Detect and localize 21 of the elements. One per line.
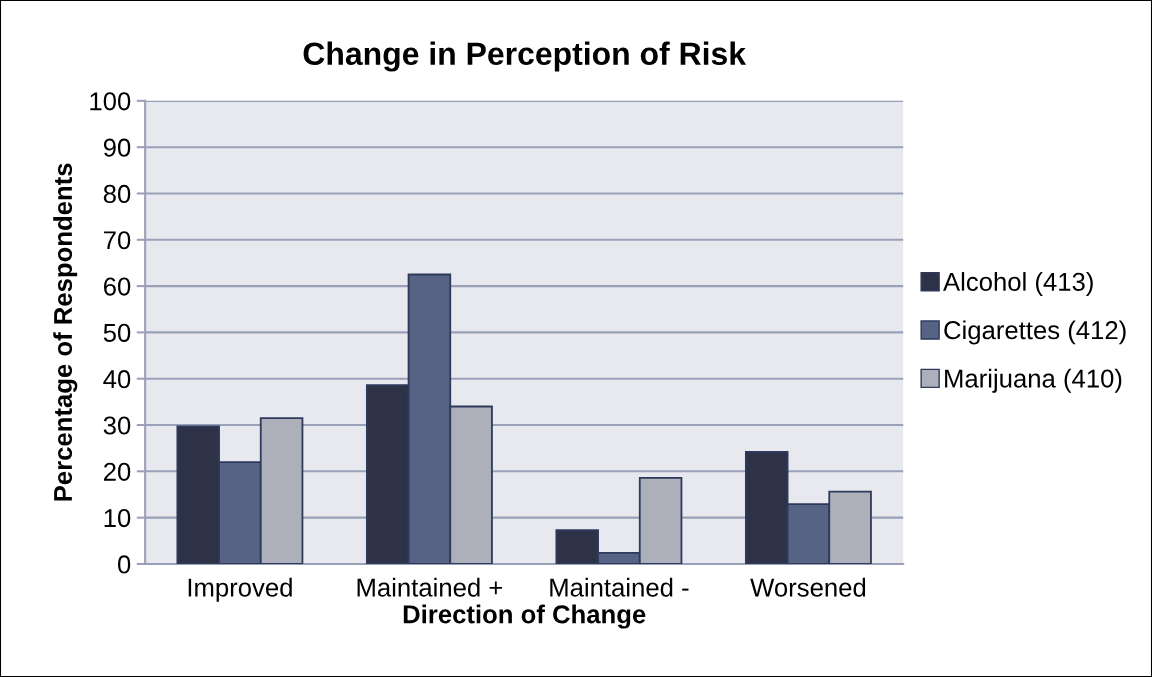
y-tick-label: 80 <box>103 184 131 204</box>
chart-title: Change in Perception of Risk <box>303 41 747 72</box>
y-tick-label: 20 <box>103 462 131 481</box>
x-axis-title: Direction of Change <box>403 604 646 629</box>
y-tick-label: 30 <box>103 416 131 435</box>
x-tick-label: Improved <box>188 577 292 602</box>
x-tick-label: Worsened <box>750 577 866 597</box>
x-tick-label: Maintained + <box>357 577 503 597</box>
y-tick-label: 90 <box>103 138 131 157</box>
legend-label: Marijuana (410) <box>945 368 1122 393</box>
legend-label: Alcohol (413) <box>943 272 1093 297</box>
y-tick-label: 10 <box>104 509 131 528</box>
y-tick-label: 100 <box>90 92 131 111</box>
y-tick-label: 60 <box>103 277 131 296</box>
y-tick-label: 0 <box>117 555 131 574</box>
y-tick-label: 70 <box>104 231 131 250</box>
y-axis-title: Percentage of Respondents <box>53 163 78 501</box>
y-tick-label: 40 <box>103 370 131 389</box>
y-tick-label: 50 <box>103 323 131 342</box>
legend-label: Cigarettes (412) <box>944 320 1126 345</box>
x-tick-label: Maintained - <box>550 577 689 597</box>
